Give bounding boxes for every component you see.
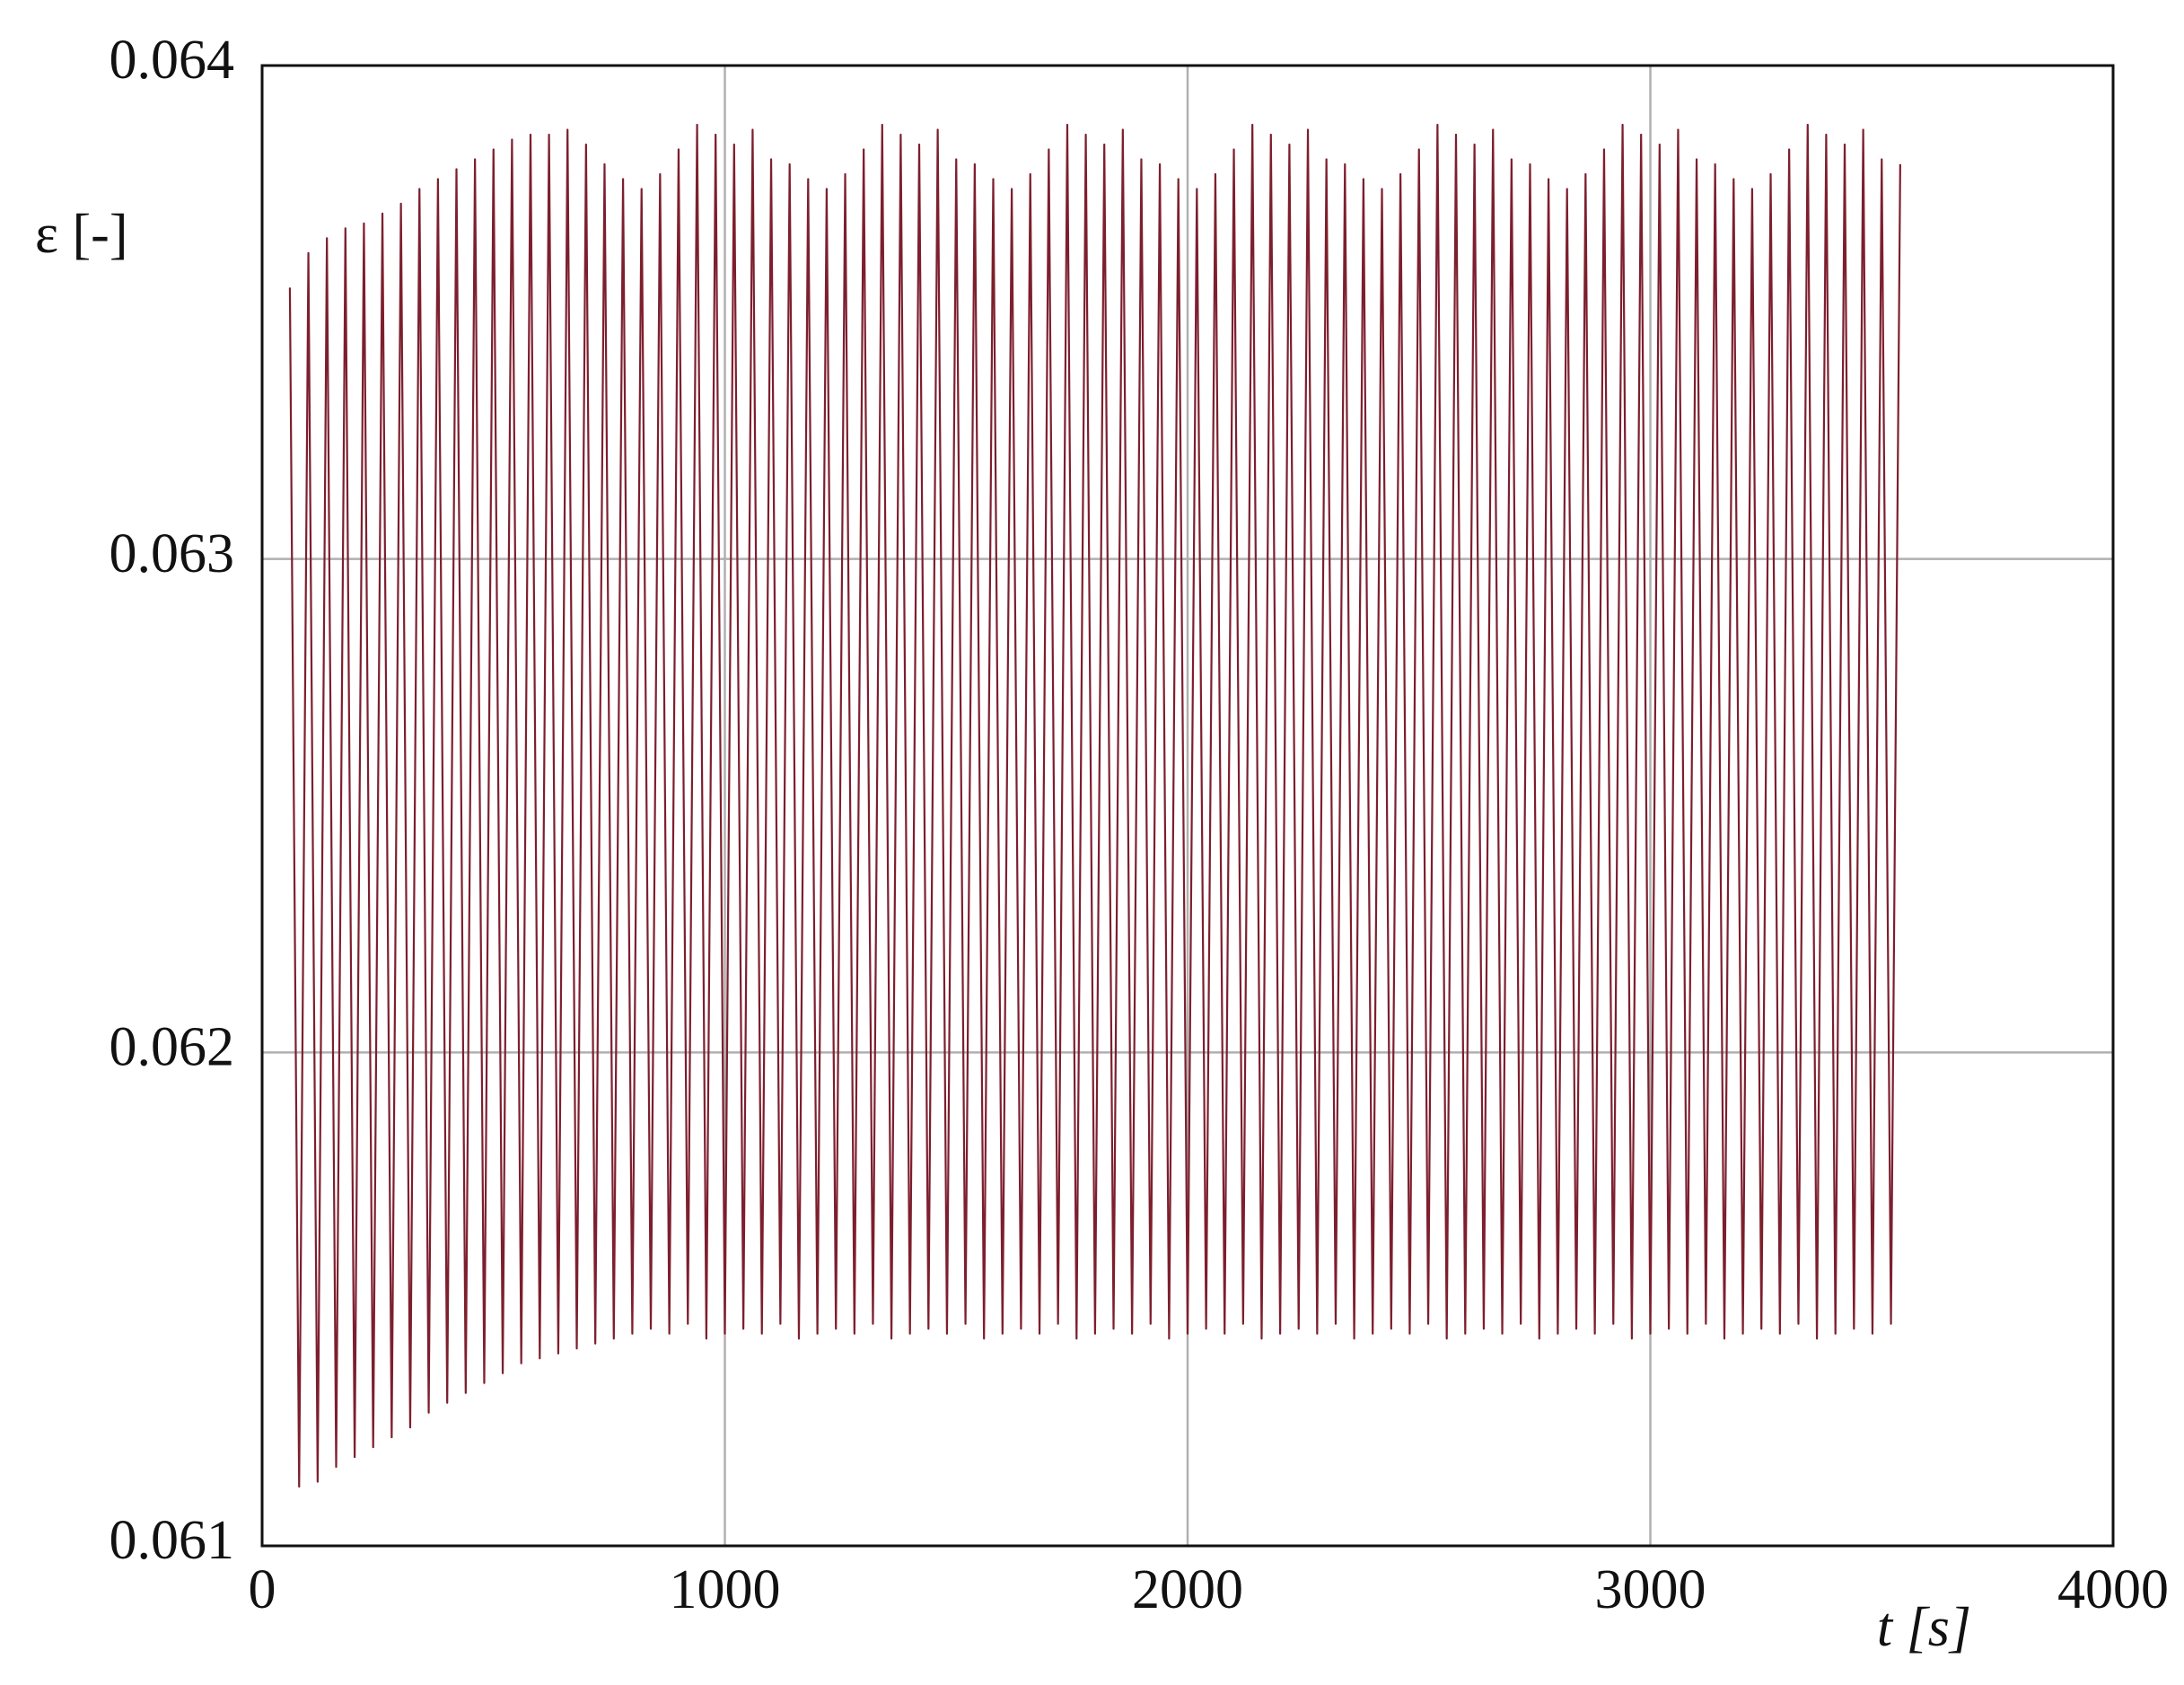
x-tick-label: 4000: [2057, 1559, 2169, 1620]
y-axis-label: ε [-]: [35, 204, 127, 265]
x-tick-label: 0: [249, 1559, 276, 1620]
y-tick-label: 0.063: [110, 523, 235, 584]
plot-frame: [260, 64, 2115, 1548]
y-tick-label: 0.062: [110, 1017, 235, 1078]
x-tick-label: 3000: [1595, 1559, 1706, 1620]
data-line: [288, 123, 1901, 1488]
y-tick-label: 0.061: [110, 1510, 235, 1571]
x-tick-label: 2000: [1132, 1559, 1243, 1620]
x-tick-label: 1000: [670, 1559, 781, 1620]
y-tick-label: 0.064: [110, 30, 235, 91]
x-axis-label: t [s]: [1877, 1597, 1971, 1658]
